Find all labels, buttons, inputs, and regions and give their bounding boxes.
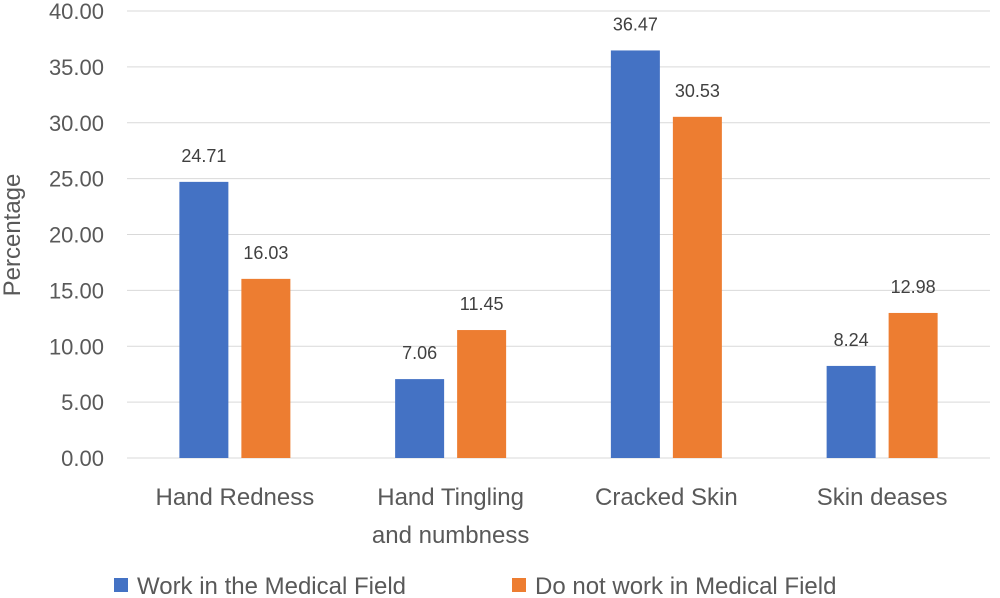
x-category-label: Cracked Skin	[595, 484, 738, 511]
data-label: 16.03	[243, 243, 288, 263]
y-tick-label: 15.00	[49, 278, 104, 303]
y-tick-label: 5.00	[61, 390, 104, 415]
y-tick-label: 20.00	[49, 223, 104, 248]
y-tick-label: 40.00	[49, 0, 104, 24]
y-tick-label: 25.00	[49, 167, 104, 192]
x-category-label: and numbness	[372, 522, 529, 549]
bar	[610, 50, 660, 458]
data-label: 11.45	[460, 294, 504, 314]
legend-swatch	[114, 578, 128, 592]
x-category-label: Hand Tingling	[377, 484, 524, 511]
bar	[395, 379, 445, 458]
bar	[241, 278, 291, 458]
data-label: 30.53	[675, 81, 720, 101]
y-tick-label: 35.00	[49, 55, 104, 80]
x-axis-categories: Hand Redness Hand Tingling and numbness Cra…	[155, 484, 947, 549]
data-label: 36.47	[613, 14, 658, 34]
data-label: 12.98	[891, 277, 936, 297]
y-tick-label: 0.00	[61, 446, 104, 471]
bar	[457, 330, 507, 458]
y-tick-label: 30.00	[49, 111, 104, 136]
data-labels: 24.71 7.06 36.47 8.24 16.03 11.45 30.53 12.98	[181, 14, 935, 363]
bar	[888, 312, 938, 458]
y-tick-label: 10.00	[49, 334, 104, 359]
legend: Work in the Medical Field Do not work in …	[114, 573, 836, 598]
y-axis-title: Percentage	[0, 174, 26, 297]
bar	[826, 365, 876, 458]
x-category-label: Skin deases	[817, 484, 948, 511]
legend-swatch	[512, 578, 526, 592]
legend-label: Work in the Medical Field	[137, 573, 406, 598]
data-label: 24.71	[181, 146, 226, 166]
bars	[179, 50, 938, 459]
bar	[179, 181, 229, 458]
data-label: 8.24	[834, 330, 869, 350]
y-axis-ticks: 0.00 5.00 10.00 15.00 20.00 25.00 30.00 35.00 40…	[49, 0, 104, 471]
x-category-label: Hand Redness	[155, 484, 314, 511]
legend-label: Do not work in Medical Field	[535, 573, 836, 598]
bar	[672, 116, 722, 459]
data-label: 7.06	[402, 343, 437, 363]
